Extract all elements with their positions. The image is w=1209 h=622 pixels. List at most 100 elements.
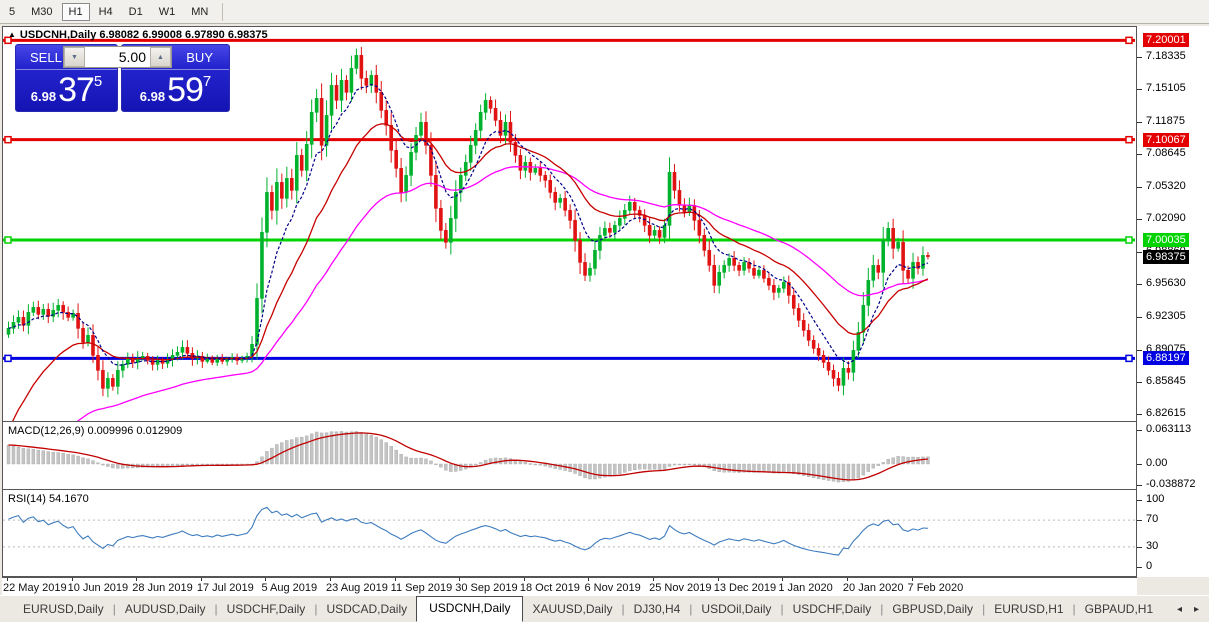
date-tick — [523, 578, 525, 581]
timeframe-button-w1[interactable]: W1 — [158, 5, 176, 18]
date-label: 5 Aug 2019 — [261, 582, 318, 594]
price-axis-highlight-label: 6.88197 — [1143, 351, 1189, 366]
scroll-right-icon[interactable]: ▸ — [1193, 604, 1199, 615]
timeframe-buttons: 5 M30 H1 H4 D1 W1 MN — [1, 2, 216, 21]
timeframe-button-h4[interactable]: H4 — [98, 5, 113, 18]
tab-separator: | — [880, 602, 884, 616]
price-axis-label: 7.18335 — [1146, 50, 1186, 62]
price-axis-label: 6.85845 — [1146, 374, 1186, 387]
price-axis[interactable]: 7.18335 7.15105 7.11875 7.08645 7.05320 7.020… — [1137, 26, 1209, 577]
chart-tab-usdcnh-daily[interactable]: USDCNH,Daily — [416, 596, 524, 622]
one-click-trading-panel: SELL 6.98 37 5 BUY 6.98 59 7 ▼ — [15, 44, 230, 112]
volume-spinner: ▼ ▲ — [63, 46, 172, 68]
buy-divider — [122, 69, 229, 70]
date-tick — [136, 578, 138, 581]
timeframe-button-m30[interactable]: M30 — [31, 5, 53, 18]
chart-tab-usdoil-daily[interactable]: USDOil,Daily — [701, 602, 772, 616]
ma-slow-line — [76, 166, 929, 421]
price-axis-label: 6.82615 — [1146, 407, 1186, 420]
axis-tick — [1137, 219, 1142, 221]
tab-separator: | — [982, 602, 986, 616]
triangle-down-icon: ▼ — [71, 53, 78, 61]
chart-tab-usdchf-daily[interactable]: USDCHF,Daily — [792, 602, 872, 616]
timeframe-button-h1[interactable]: H1 — [61, 2, 90, 21]
level-line-handle[interactable] — [4, 354, 12, 363]
axis-tick — [1137, 546, 1142, 548]
date-label: 18 Oct 2019 — [519, 582, 580, 594]
price-axis-label: 6.92305 — [1146, 310, 1186, 323]
axis-tick — [1137, 349, 1142, 351]
tab-separator: | — [689, 602, 693, 616]
date-tick — [782, 578, 784, 581]
chart-tab-eurusd-h1[interactable]: EURUSD,H1 — [994, 602, 1064, 616]
chart-tab-audusd-daily[interactable]: AUDUSD,Daily — [124, 602, 206, 616]
price-axis-label: 0.063113 — [1146, 422, 1192, 435]
timeframe-toolbar: 5 M30 H1 H4 D1 W1 MN — [0, 0, 1209, 24]
chart-title: ▲ USDCNH,Daily 6.98082 6.99008 6.97890 6.… — [8, 29, 268, 41]
tab-separator: | — [621, 602, 625, 616]
tab-separator: | — [1072, 602, 1076, 616]
date-tick — [459, 578, 461, 581]
volume-increase-button[interactable]: ▲ — [150, 47, 171, 67]
chart-tab-xauusd-daily[interactable]: XAUUSD,Daily — [532, 602, 613, 616]
axis-tick — [1137, 500, 1142, 501]
price-axis-label: 70 — [1146, 513, 1159, 526]
level-line-handle[interactable] — [1125, 36, 1133, 45]
level-line-handle[interactable] — [4, 36, 12, 45]
buy-price-prefix: 6.98 — [139, 89, 166, 104]
date-tick — [330, 578, 332, 581]
buy-price-sup: 7 — [202, 73, 212, 90]
level-line-handle[interactable] — [1125, 135, 1133, 144]
level-line-handle[interactable] — [4, 236, 12, 244]
volume-decrease-button[interactable]: ▼ — [64, 47, 85, 67]
date-axis[interactable]: 22 May 2019 10 Jun 2019 28 Jun 2019 17 Jul … — [2, 577, 1137, 595]
plot-area[interactable]: ▲ USDCNH,Daily 6.98082 6.99008 6.97890 6.… — [2, 26, 1137, 577]
chart-tab-bar: EURUSD,Daily | AUDUSD,Daily | USDCHF,Daily | U… — [0, 595, 1209, 622]
chart-tab-usdcad-daily[interactable]: USDCAD,Daily — [326, 602, 408, 616]
chart-tab-gbpaud-h1[interactable]: GBPAUD,H1 — [1084, 602, 1154, 616]
level-line-handle[interactable] — [4, 135, 12, 144]
chart-tab-dj30-h4[interactable]: DJ30,H4 — [633, 602, 681, 616]
sell-price-prefix: 6.98 — [30, 89, 57, 104]
rsi-panel — [3, 506, 1135, 556]
date-tick — [200, 578, 202, 581]
macd-signal-line — [8, 432, 928, 481]
date-label: 10 Jun 2019 — [67, 582, 129, 594]
date-label: 30 Sep 2019 — [455, 582, 518, 594]
date-label: 23 Aug 2019 — [326, 582, 388, 594]
ma-mid-line — [12, 123, 929, 421]
rsi-line — [8, 506, 928, 556]
axis-tick — [1137, 381, 1142, 383]
price-axis-highlight-label: 7.00035 — [1143, 233, 1189, 247]
axis-tick — [1137, 89, 1142, 91]
level-line-handle[interactable] — [1125, 354, 1133, 363]
date-tick — [653, 578, 655, 581]
volume-input[interactable] — [85, 47, 150, 67]
date-label: 17 Jul 2019 — [196, 582, 254, 594]
price-axis-highlight-label: 6.98375 — [1143, 249, 1189, 264]
chart-tab-usdchf-daily[interactable]: USDCHF,Daily — [226, 602, 306, 616]
macd-label: MACD(12,26,9) 0.009996 0.012909 — [8, 425, 183, 437]
buy-button[interactable]: BUY 6.98 59 7 — [121, 44, 230, 112]
price-axis-label: 6.95630 — [1146, 277, 1186, 290]
timeframe-button-mn[interactable]: MN — [191, 5, 209, 18]
chart-tab-gbpusd-daily[interactable]: GBPUSD,Daily — [892, 602, 974, 616]
scroll-left-icon[interactable]: ◂ — [1176, 604, 1182, 615]
level-line-handle[interactable] — [1125, 236, 1133, 244]
timeframe-button-5[interactable]: 5 — [9, 5, 16, 18]
chart-title-arrow-icon: ▲ — [8, 30, 16, 39]
ma-fast-line — [8, 83, 929, 366]
timeframe-button-d1[interactable]: D1 — [128, 5, 143, 18]
price-axis-label: 0 — [1146, 560, 1153, 572]
axis-tick — [1137, 484, 1142, 486]
axis-tick — [1137, 317, 1142, 319]
price-axis-label: 7.08645 — [1146, 146, 1186, 159]
chart-frame — [2, 26, 1137, 577]
date-label: 1 Jan 2020 — [778, 582, 833, 594]
chart-svg[interactable] — [2, 26, 1137, 577]
toolbar-separator — [222, 2, 224, 21]
sell-divider — [16, 69, 117, 70]
axis-tick — [1137, 284, 1142, 286]
chart-tab-eurusd-daily[interactable]: EURUSD,Daily — [23, 602, 104, 616]
date-label: 25 Nov 2019 — [649, 582, 712, 594]
